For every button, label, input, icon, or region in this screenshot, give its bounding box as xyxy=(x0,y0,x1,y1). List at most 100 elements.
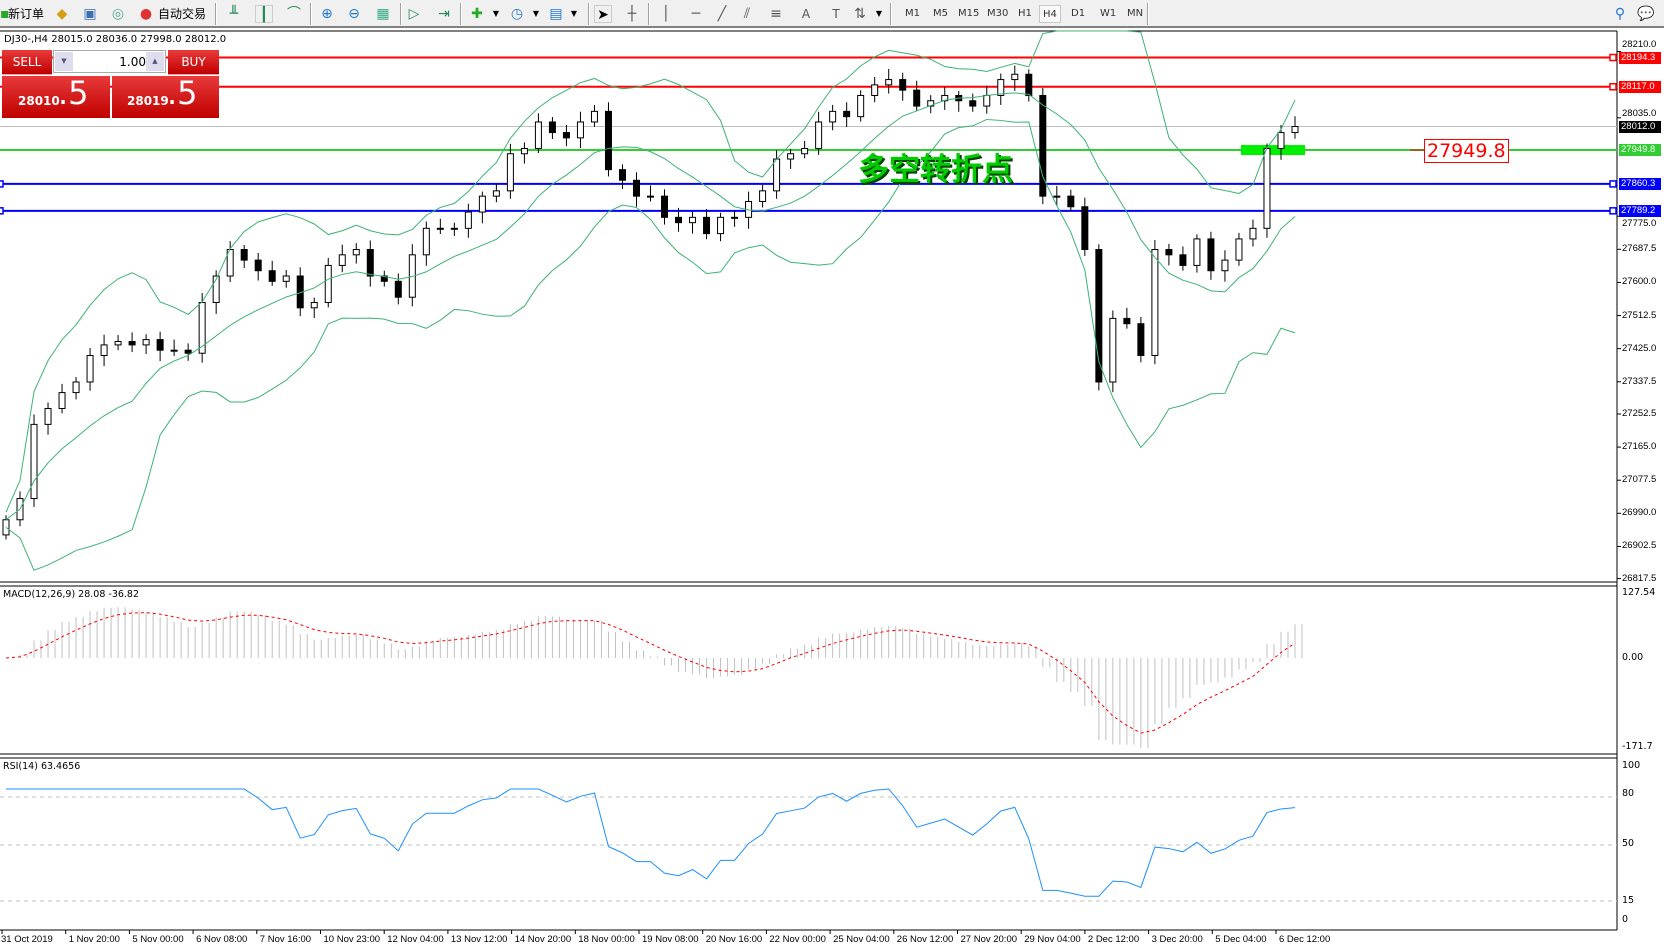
trendline-icon[interactable]: ╱ xyxy=(717,6,727,22)
candle-body xyxy=(198,302,206,354)
time-axis-label: 3 Dec 20:00 xyxy=(1151,934,1203,945)
vertical-line-icon[interactable]: │ xyxy=(661,6,671,22)
price-callout-label[interactable]: 27949.8 xyxy=(1424,139,1509,163)
price-tick-label: 27077.5 xyxy=(1622,474,1657,486)
increase-volume-button[interactable]: ▲ xyxy=(146,52,164,71)
volume-input[interactable] xyxy=(74,52,146,71)
timeframe-h1[interactable]: H1 xyxy=(1018,8,1032,19)
chat-icon[interactable]: 💬 xyxy=(1637,6,1655,22)
auto-scroll-icon[interactable]: ▷ xyxy=(408,6,420,22)
equidistant-channel-icon[interactable]: ⫽ xyxy=(743,6,751,22)
separator xyxy=(890,3,892,25)
time-axis-label: 31 Oct 2019 xyxy=(1,934,53,945)
data-window-icon[interactable]: ▣ xyxy=(83,6,97,22)
candle-body xyxy=(689,216,697,224)
timeframe-m5[interactable]: M5 xyxy=(933,8,948,19)
rsi-tick: 100 xyxy=(1622,760,1641,771)
sell-button[interactable]: SELL xyxy=(2,50,52,75)
time-axis-label: 18 Nov 00:00 xyxy=(578,934,635,945)
cursor-icon[interactable]: ➤ xyxy=(594,5,612,23)
auto-trading-button[interactable]: 自动交易 xyxy=(158,7,207,21)
zoom-in-icon[interactable]: ⊕ xyxy=(321,6,333,22)
candle-body xyxy=(590,110,598,123)
macd-tick: 127.54 xyxy=(1622,587,1656,598)
candle-body xyxy=(86,354,94,383)
candle-body xyxy=(422,227,430,256)
arrows-icon[interactable]: ⇅ xyxy=(854,6,866,22)
bar-chart-icon[interactable]: ╨ xyxy=(229,6,239,22)
candle-body xyxy=(184,349,192,354)
timeframe-h4[interactable]: H4 xyxy=(1039,5,1061,23)
chart-shift-icon[interactable]: ⇥ xyxy=(438,6,450,22)
zoom-out-icon[interactable]: ⊖ xyxy=(348,6,360,22)
time-axis-label: 1 Nov 20:00 xyxy=(68,934,120,945)
decrease-volume-button[interactable]: ▼ xyxy=(55,52,73,71)
candle-body xyxy=(731,216,739,219)
timeframe-d1[interactable]: D1 xyxy=(1071,8,1086,19)
candle-body xyxy=(759,190,767,202)
timeframe-mn[interactable]: MN xyxy=(1127,8,1144,19)
crosshair-icon[interactable]: ┼ xyxy=(627,6,637,22)
chevron-down-icon[interactable]: ▼ xyxy=(570,9,578,18)
auto-trading-icon[interactable]: ● xyxy=(139,6,153,22)
level-handle xyxy=(1609,53,1617,62)
chevron-down-icon[interactable]: ▼ xyxy=(532,9,540,18)
candle-body xyxy=(156,339,164,351)
time-axis-label: 20 Nov 16:00 xyxy=(705,934,763,945)
rsi-tick: 50 xyxy=(1622,838,1635,849)
candle-body xyxy=(1179,254,1187,266)
separator xyxy=(215,3,217,25)
candlestick-icon[interactable]: ┃ xyxy=(255,5,273,23)
time-axis-label: 7 Nov 16:00 xyxy=(259,934,312,945)
level-handle xyxy=(1609,83,1617,91)
templates-icon[interactable]: ▤ xyxy=(549,6,563,22)
search-icon[interactable]: ⚲ xyxy=(1614,6,1626,22)
timeframe-w1[interactable]: W1 xyxy=(1100,8,1117,19)
signal-icon[interactable]: ◎ xyxy=(111,6,125,22)
timeframe-m1[interactable]: M1 xyxy=(905,8,920,19)
candle-body xyxy=(114,340,122,346)
candle-body xyxy=(604,110,612,171)
price-tick-label: 26817.5 xyxy=(1622,572,1657,584)
new-order-button[interactable]: 新订单 xyxy=(8,7,45,21)
candle-body xyxy=(492,190,500,197)
tile-windows-icon[interactable]: ▦ xyxy=(376,6,390,22)
horizontal-line-icon[interactable]: ─ xyxy=(691,6,701,22)
time-axis-label: 2 Dec 12:00 xyxy=(1087,934,1140,945)
buy-button[interactable]: BUY xyxy=(168,50,219,75)
market-watch-icon[interactable]: ◆ xyxy=(56,6,68,22)
separator xyxy=(400,3,402,25)
line-chart-icon[interactable]: ⌒ xyxy=(287,6,301,22)
periods-clock-icon[interactable]: ◷ xyxy=(510,6,524,22)
level-handle xyxy=(0,180,4,188)
time-axis-label: 6 Nov 08:00 xyxy=(196,934,248,945)
timeframe-m30[interactable]: M30 xyxy=(987,8,1009,19)
price-tick-label: 27337.5 xyxy=(1622,375,1657,387)
chevron-down-icon[interactable]: ▼ xyxy=(875,9,883,18)
candle-body xyxy=(380,275,388,282)
time-axis-label: 14 Nov 20:00 xyxy=(514,934,572,945)
new-order-icon[interactable]: ▪ xyxy=(0,6,10,22)
price-tick-label: 26902.5 xyxy=(1622,540,1657,552)
candle-body xyxy=(352,249,360,256)
chart-annotation[interactable]: 多空转折点 xyxy=(858,152,1013,188)
candle-body xyxy=(1249,227,1257,240)
candle-body xyxy=(506,153,514,192)
chevron-down-icon[interactable]: ▼ xyxy=(492,9,500,18)
indicators-icon[interactable]: ✚ xyxy=(471,6,483,22)
price-tick-label: 27252.5 xyxy=(1622,407,1657,419)
timeframe-m15[interactable]: M15 xyxy=(958,8,980,19)
text-icon[interactable]: A xyxy=(801,7,811,21)
text-label-icon[interactable]: T xyxy=(832,7,840,21)
sell-price-pips: .5 xyxy=(58,74,89,112)
candle-body xyxy=(815,121,823,149)
fibonacci-icon[interactable]: ≡ xyxy=(770,6,782,22)
time-axis-label: 25 Nov 04:00 xyxy=(833,934,890,945)
candle-body xyxy=(394,280,402,298)
buy-price-button[interactable]: 28019 .5 xyxy=(112,74,219,118)
candle-body xyxy=(464,211,472,229)
candle-body xyxy=(436,227,444,230)
sell-price-button[interactable]: 28010 .5 xyxy=(2,74,110,118)
time-axis-label: 5 Nov 00:00 xyxy=(132,934,184,945)
